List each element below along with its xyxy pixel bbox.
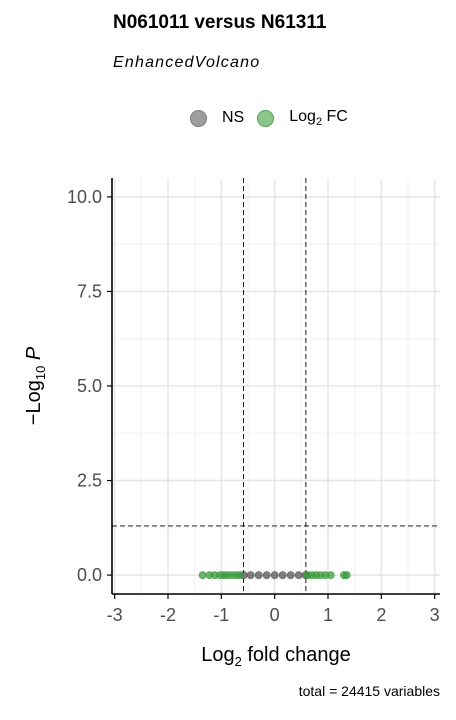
data-point	[286, 571, 295, 579]
data-point	[294, 571, 303, 579]
data-point	[270, 571, 279, 579]
y-axis-title: −Log10 P	[23, 346, 48, 425]
legend-swatch-log2fc	[257, 109, 275, 127]
chart-caption: total = 24415 variables	[298, 683, 440, 699]
x-tick-label: 3	[430, 605, 440, 625]
y-tick-label: 10.0	[67, 187, 102, 207]
y-tick-label: 0.0	[77, 565, 102, 585]
x-tick-label: 2	[376, 605, 386, 625]
x-tick-label: 0	[270, 605, 280, 625]
y-tick-label: 5.0	[77, 376, 102, 396]
data-point	[236, 571, 244, 579]
data-point	[262, 571, 271, 579]
x-tick-label: -2	[160, 605, 176, 625]
data-point	[198, 571, 207, 579]
data-point	[246, 571, 255, 579]
legend-label-log2fc-sub: 2	[315, 116, 323, 129]
data-point	[326, 571, 335, 579]
chart-subtitle: EnhancedVolcano	[113, 54, 261, 71]
x-tick-label: 1	[323, 605, 333, 625]
y-tick-label: 2.5	[77, 471, 102, 491]
legend-label-log2fc-rest: FC	[322, 107, 348, 125]
series-log-fc	[198, 571, 351, 579]
legend-swatch-ns	[190, 109, 207, 127]
legend-item-ns: NS	[190, 109, 244, 127]
x-tick-label: -3	[107, 605, 123, 625]
x-tick-label: -1	[213, 605, 229, 625]
y-tick-label: 7.5	[77, 281, 102, 301]
series-ns	[239, 571, 310, 579]
legend-label-log2fc: Log2 FC	[289, 108, 348, 128]
legend-label-log2fc-base: Log	[289, 107, 316, 125]
data-point	[342, 571, 351, 579]
data-point	[278, 571, 287, 579]
legend-label-ns: NS	[222, 109, 245, 126]
data-point	[254, 571, 263, 579]
chart-title: N061011 versus N61311	[113, 12, 327, 33]
legend-item-log2fc: Log2 FC	[257, 108, 348, 128]
x-axis-title: Log2 fold change	[201, 644, 351, 669]
legend: NS Log2 FC	[190, 104, 361, 132]
